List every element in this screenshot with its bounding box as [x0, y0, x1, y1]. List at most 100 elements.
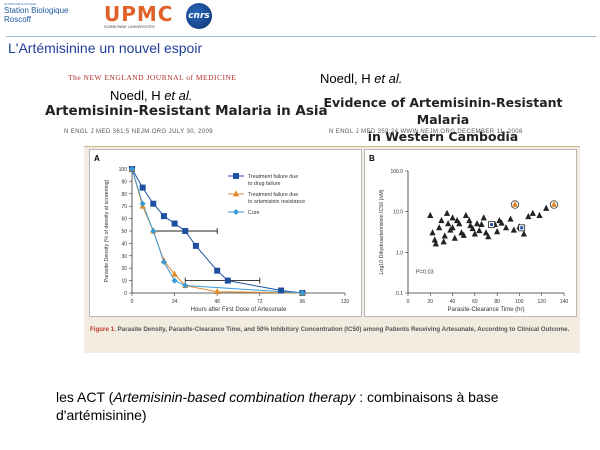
panel-b-point-resistance-ring [549, 200, 559, 209]
panel-b-point-drug-failure [520, 226, 524, 230]
panel-a-point-series-3 [160, 258, 167, 266]
panel-b-x-tick-label: 140 [560, 299, 569, 305]
panel-b-point-cure [485, 233, 492, 240]
panel-a-legend-label: Treatment failure due to drug failure [248, 174, 298, 187]
article2-title-line2: in Western Cambodia [367, 129, 519, 144]
panel-a-y-tick-label: 30 [121, 254, 127, 260]
panel-b-x-tick-label: 0 [407, 299, 410, 305]
article2-citation: N ENGL J MED 359;24 WWW.NEJM.ORG DECEMBE… [329, 129, 523, 135]
panel-b-chart: B 0.1 1.0 10.0 100.0 0 20 40 60 80 100 120 140 Parasi… [369, 154, 569, 313]
panel-a-y-tick-label: 90 [121, 179, 127, 185]
panel-b-point-cure [436, 224, 443, 231]
panel-a-y-tick-label: 10 [121, 279, 127, 285]
panel-a-x-tick-label: 120 [341, 299, 350, 305]
panel-b-point-cure [429, 229, 436, 236]
panel-b-x-label: Parasite-Clearance Time (hr) [447, 307, 524, 313]
panel-a-point-series-1 [214, 267, 221, 274]
panel-b-point-resistance [511, 200, 519, 207]
panel-b-y-tick-label: 0.1 [396, 291, 403, 297]
upmc-logo-text: UPMC [104, 2, 174, 26]
panel-b-y-tick-label: 1.0 [396, 250, 403, 256]
article1-citation: N ENGL J MED 361;5 NEJM.ORG JULY 30, 200… [64, 129, 214, 135]
panel-a-x-tick-label: 0 [131, 299, 134, 305]
journal-header: The NEW ENGLAND JOURNAL of MEDICINE [68, 73, 237, 82]
panel-a-y-tick-label: 20 [121, 266, 127, 272]
article2-authors-prefix: Noedl, H [320, 71, 371, 86]
panel-a-point-series-3 [128, 165, 136, 173]
panel-b-x-tick-label: 80 [494, 299, 500, 305]
panel-b-point-cure [441, 232, 448, 239]
panel-b-point-cure [482, 229, 490, 236]
panel-a-chart: A 0 10 20 30 40 50 60 70 80 90 100 0 24 48 72 96 120 Hours… [94, 154, 350, 313]
panel-b-x-tick-label: 60 [472, 299, 478, 305]
article1-authors: Noedl, H et al. [110, 88, 192, 103]
panel-a-point-series-1 [150, 200, 157, 207]
panel-a-y-tick-label: 80 [121, 192, 127, 198]
panel-b-point-cure [445, 220, 452, 227]
panel-b-point-cure [478, 220, 485, 228]
panel-a: A 0 10 20 30 40 50 60 70 80 90 100 0 24 48 72 96 120 Hours… [89, 149, 362, 317]
panel-b-point-cure [432, 240, 439, 247]
panel-b-x-tick-label: 40 [450, 299, 456, 305]
panel-b-annotation: P=0.03 [416, 270, 434, 276]
logo-line1: Station Biologique [4, 6, 69, 15]
panel-b-point-cure [471, 230, 478, 237]
panel-a-point-series-1 [160, 213, 167, 220]
panel-b-y-label: Log10 Dihydroartemisinin IC50 (nM) [379, 189, 385, 274]
panel-a-point-series-1 [224, 277, 231, 284]
panel-a-y-tick-label: 100 [119, 167, 128, 173]
panel-a-legend-marker [232, 208, 240, 216]
bottom-text-prefix: les ACT ( [56, 389, 114, 405]
panel-b-point-cure [536, 211, 543, 219]
figure-caption: Figure 1. Parasite Density, Parasite-Cle… [90, 325, 576, 334]
panel-b-y-tick-label: 100.0 [390, 169, 403, 175]
panel-b-point-cure [507, 215, 514, 222]
header-divider [6, 36, 596, 37]
panel-b-point-cure [510, 226, 517, 233]
panel-b-point-cure [498, 219, 505, 226]
panel-a-point-series-3 [139, 200, 146, 207]
panel-a-point-series-1 [171, 220, 178, 227]
upmc-logo-subtext: SORBONNE UNIVERSITÉS [104, 24, 155, 29]
panel-a-legend-marker [232, 172, 239, 179]
article2-authors-suffix: et al. [374, 71, 403, 86]
panel-b-y-tick-label: 10.0 [393, 210, 403, 216]
panel-b-point-cure [453, 216, 461, 224]
panel-b-point-resistance-ring [510, 200, 520, 209]
panel-b-point-cure [443, 209, 451, 216]
panel-a-point-series-3 [171, 277, 178, 284]
panel-a-y-tick-label: 40 [121, 241, 127, 247]
panel-a-x-tick-label: 72 [257, 299, 263, 305]
panel-b-point-resistance [550, 200, 558, 207]
panel-b-point-cure [449, 214, 456, 221]
article1-authors-suffix: et al. [164, 88, 193, 103]
panel-b-x-tick-label: 120 [538, 299, 547, 305]
cnrs-logo: cnrs [186, 3, 212, 29]
panel-b: B 0.1 1.0 10.0 100.0 0 20 40 60 80 100 120 140 Parasi… [364, 149, 577, 317]
panel-b-point-cure [456, 220, 463, 227]
panel-a-point-series-1 [139, 184, 146, 191]
bottom-text: les ACT (Artemisinin-based combination t… [56, 388, 576, 424]
panel-a-y-tick-label: 70 [121, 204, 127, 210]
panel-a-legend-label: Cure [248, 210, 260, 216]
panel-b-point-cure [466, 216, 473, 224]
panel-b-point-cure [476, 226, 483, 234]
article2-title-line1: Evidence of Artemisinin-Resistant Malari… [323, 95, 563, 127]
logo-tiny-text: STATION BIOLOGIQUE [4, 2, 37, 6]
panel-b-x-tick-label: 20 [428, 299, 434, 305]
panel-b-point-drug-failure [490, 223, 494, 227]
panel-a-y-label: Parasite Density (% of density at screen… [104, 179, 110, 282]
panel-b-point-cure [427, 211, 434, 219]
panel-a-x-label: Hours after First Dose of Artesunate [191, 307, 287, 313]
station-biologique-logo: STATION BIOLOGIQUE Station Biologique Ro… [4, 2, 74, 32]
panel-b-point-cure [438, 216, 445, 224]
panel-a-point-series-2 [171, 270, 178, 277]
logo-line2: Roscoff [4, 15, 31, 24]
panel-b-point-cure [480, 214, 487, 221]
article1-title: Artemisinin-Resistant Malaria in Asia [45, 103, 328, 119]
panel-a-legend-marker [232, 190, 240, 197]
panel-a-y-tick-label: 50 [121, 229, 127, 235]
panel-a-point-series-2 [214, 287, 221, 295]
panel-b-point-cure [494, 228, 501, 235]
panel-a-point-series-3 [182, 282, 189, 289]
